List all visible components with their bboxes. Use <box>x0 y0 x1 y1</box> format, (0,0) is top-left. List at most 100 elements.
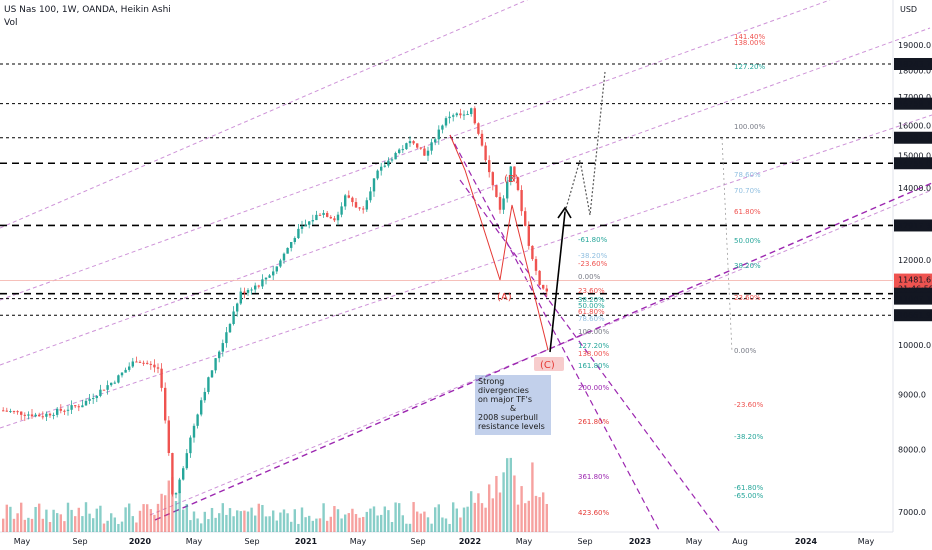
volume-bar <box>228 508 232 532</box>
candle-body <box>275 266 278 272</box>
fib-level-label: -23.60% <box>734 401 764 409</box>
candle-body <box>268 275 271 278</box>
volume-bar <box>250 507 253 532</box>
fib-level-label: -61.80% <box>734 484 764 492</box>
candle-body <box>495 185 498 197</box>
volume-bar <box>502 472 505 532</box>
candle-body <box>444 118 448 126</box>
candle-body <box>279 260 282 267</box>
candle-body <box>239 291 242 304</box>
candle-body <box>84 400 88 406</box>
support-trendline <box>154 182 932 521</box>
fib-level-label: 23.60% <box>734 294 761 302</box>
annotation-line: & <box>509 404 517 413</box>
level-label: 12917.5 <box>898 221 931 230</box>
candle-body <box>502 198 505 210</box>
candle-body <box>488 160 491 173</box>
candle-body <box>448 116 451 119</box>
fib-level-label: 127.20% <box>734 63 765 71</box>
volume-bar <box>383 506 386 532</box>
volume-bar <box>498 492 502 532</box>
volume-bar <box>210 507 214 532</box>
volume-bar <box>354 514 358 532</box>
time-tick-label: Sep <box>244 537 259 546</box>
candle-body <box>156 367 160 369</box>
candle-body <box>174 493 178 495</box>
candle-body <box>23 414 26 416</box>
volume-bar <box>520 486 523 532</box>
candle-body <box>531 245 534 260</box>
annotation-line: resistance levels <box>478 422 545 431</box>
level-label: 16759.7 <box>898 100 931 109</box>
volume-bar <box>243 510 246 532</box>
price-tick-label: 17000.0 <box>898 93 931 102</box>
volume-bar <box>182 509 185 532</box>
volume-bar <box>372 506 376 532</box>
volume-bar <box>203 511 206 532</box>
volume-bar <box>81 516 84 532</box>
volume-bar <box>189 520 192 532</box>
volume-bar <box>340 518 343 532</box>
candle-body <box>52 414 55 416</box>
candle-body <box>92 398 95 400</box>
candle-body <box>362 208 365 210</box>
fib-level-label: 138.00% <box>578 350 609 358</box>
candle-body <box>171 453 174 495</box>
volume-bar <box>290 521 293 532</box>
candle-body <box>200 400 203 415</box>
candle-body <box>41 416 44 418</box>
candle-body <box>401 149 404 151</box>
annotation-line: on major TF's <box>478 395 533 404</box>
time-tick-label: May <box>14 537 31 546</box>
volume-bar <box>531 462 534 532</box>
fib-level-label: 50.00% <box>734 237 761 245</box>
candle-body <box>304 224 307 227</box>
price-tick-label: 15000.0 <box>898 152 931 161</box>
volume-bar <box>441 517 444 532</box>
volume-bar <box>59 514 62 532</box>
volume-bar <box>470 491 473 532</box>
candle-body <box>412 141 415 144</box>
candle-body <box>117 375 120 383</box>
candle-body <box>272 271 275 276</box>
volume-bar <box>452 502 455 532</box>
candle-body <box>113 382 116 384</box>
fib-level-label: -38.20% <box>734 433 764 441</box>
candle-body <box>185 453 188 469</box>
volume-bar <box>34 506 37 532</box>
volume-bar <box>477 493 480 532</box>
volume-bar <box>347 513 350 532</box>
candle-body <box>545 288 548 292</box>
volume-bar <box>423 511 426 532</box>
volume-bar <box>74 516 77 532</box>
candle-body <box>20 411 23 415</box>
wave-label-a: (A) <box>497 292 512 303</box>
volume-bar <box>430 523 433 532</box>
volume-bar <box>2 518 5 532</box>
candle-body <box>322 212 325 215</box>
candle-body <box>135 361 138 363</box>
volume-bar <box>261 504 264 532</box>
candle-body <box>347 195 350 198</box>
time-tick-label: Aug <box>732 537 748 546</box>
volume-bar <box>326 520 329 532</box>
time-tick-label: Sep <box>577 537 592 546</box>
candle-body <box>261 279 264 287</box>
currency-label: USD <box>900 5 918 14</box>
fib-level-label: 61.80% <box>578 308 605 316</box>
volume-bar <box>117 523 120 532</box>
candle-body <box>398 149 401 153</box>
time-tick-label: May <box>350 537 367 546</box>
candle-body <box>74 405 77 407</box>
candle-body <box>390 159 394 161</box>
volume-bar <box>171 477 174 532</box>
candle-body <box>77 406 80 408</box>
candle-body <box>376 170 379 179</box>
candle-body <box>264 277 268 280</box>
level-label: 18243.7 <box>898 60 931 69</box>
candle-body <box>250 289 253 291</box>
candle-body <box>520 190 523 212</box>
candle-body <box>131 361 134 367</box>
volume-bar <box>135 522 138 532</box>
